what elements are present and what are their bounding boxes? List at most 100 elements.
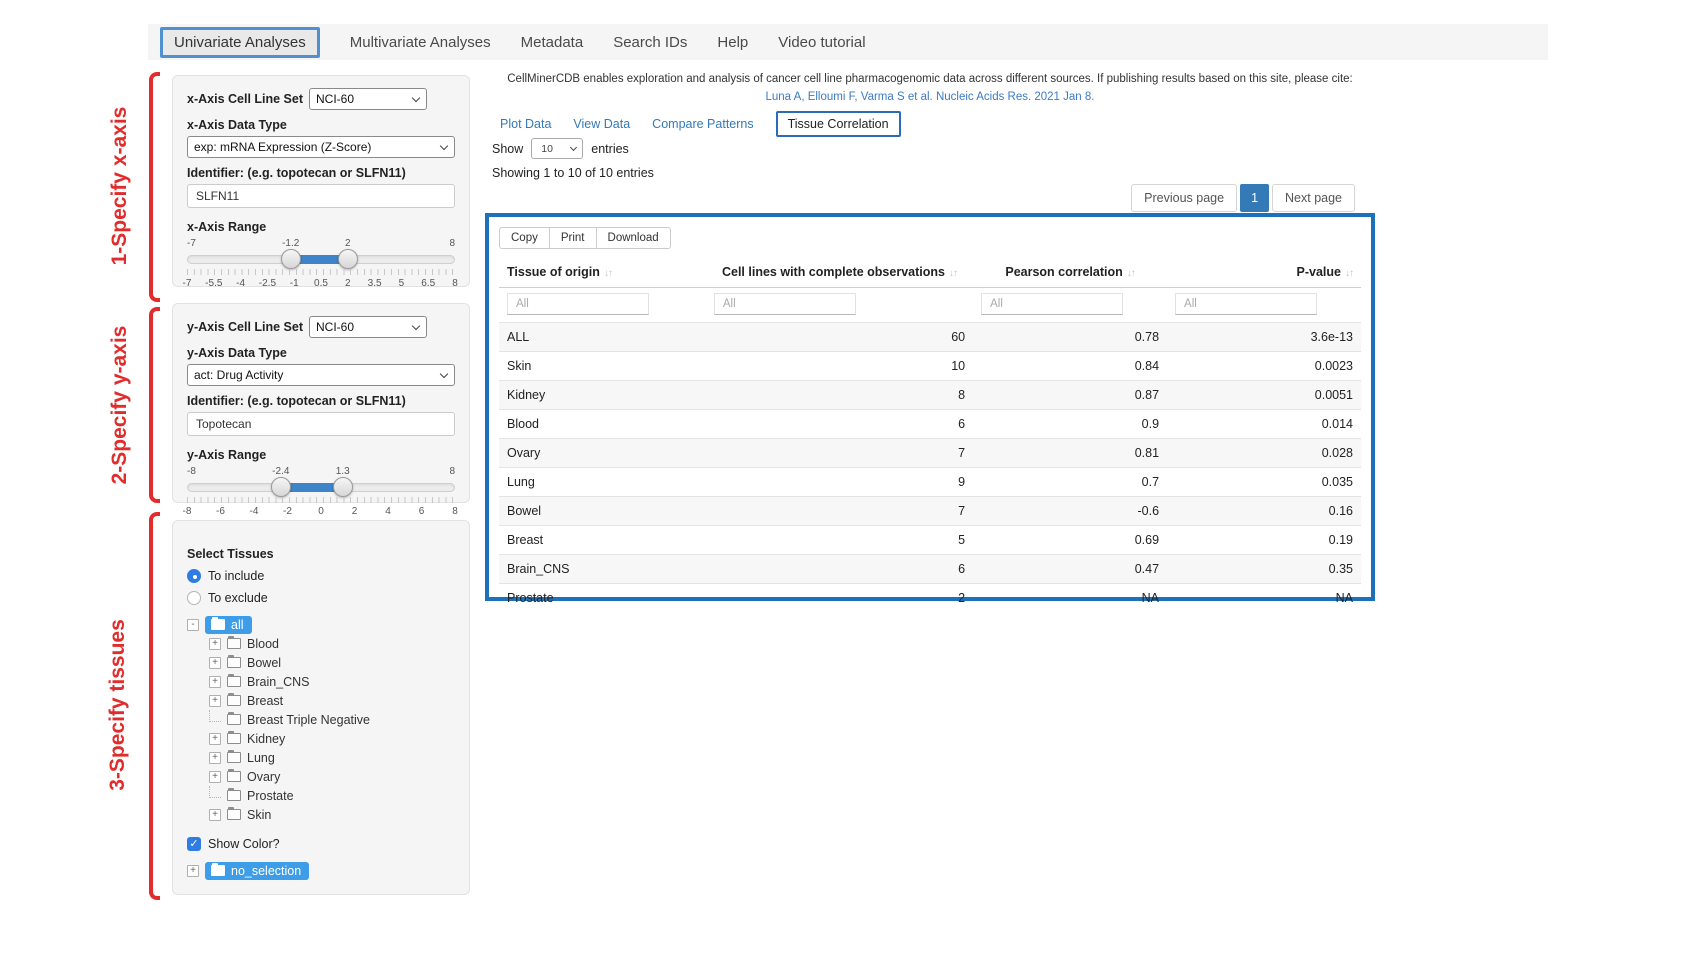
y-cell-line-set-value: NCI-60 (316, 320, 355, 334)
pvalue-cell: 0.0023 (1167, 351, 1361, 381)
copy-button[interactable]: Copy (499, 227, 550, 249)
x-identifier-input[interactable]: SLFN11 (187, 184, 455, 208)
expand-icon[interactable]: + (209, 732, 221, 745)
cell-lines-cell: 7 (705, 496, 974, 526)
y-identifier-input[interactable]: Topotecan (187, 412, 455, 436)
annotation-step2: 2-Specify y-axis (108, 325, 131, 485)
tree-node-breast[interactable]: + Breast (209, 691, 455, 710)
folder-icon (211, 617, 225, 630)
tree-node-kidney[interactable]: + Kidney (209, 729, 455, 748)
collapse-icon[interactable]: - (187, 618, 199, 631)
x-data-type-select[interactable]: exp: mRNA Expression (Z-Score) (187, 136, 455, 158)
annotation-step3: 3-Specify tissues (106, 619, 129, 791)
chevron-down-icon (411, 93, 421, 103)
tree-node-prostate[interactable]: Prostate (209, 785, 455, 805)
tree-node-skin[interactable]: + Skin (209, 805, 455, 824)
citation-link[interactable]: Luna A, Elloumi F, Varma S et al. Nuclei… (765, 91, 1095, 103)
nav-help[interactable]: Help (717, 33, 749, 51)
filter-cell-lines-input[interactable]: All (713, 293, 856, 315)
x-data-type-label: x-Axis Data Type (187, 118, 287, 132)
nav-multivariate-analyses[interactable]: Multivariate Analyses (349, 33, 491, 51)
tab-tissue-correlation[interactable]: Tissue Correlation (775, 111, 901, 137)
annotation-bracket-2 (149, 307, 160, 503)
tree-node-label: Breast Triple Negative (247, 712, 370, 727)
expand-icon[interactable]: + (209, 675, 221, 688)
tree-node-all[interactable]: - all (187, 615, 455, 634)
y-slider-handle-from[interactable] (270, 477, 291, 497)
expand-icon[interactable]: + (209, 751, 221, 764)
cell-lines-cell: 10 (705, 351, 974, 381)
tab-plot-data[interactable]: Plot Data (500, 117, 552, 131)
tree-node-no-selection-chip: no_selection (205, 861, 310, 880)
previous-page-button[interactable]: Previous page (1131, 184, 1238, 212)
show-color-checkbox-row[interactable]: ✓ Show Color? (187, 837, 455, 851)
page-size-select[interactable]: 10 (531, 138, 584, 159)
tissues-panel: Select Tissues To include To exclude - a… (172, 520, 470, 895)
filter-pvalue-input[interactable]: All (1175, 293, 1318, 315)
tree-node-no-selection[interactable]: + no_selection (187, 861, 455, 880)
x-slider-handle-from[interactable] (280, 249, 301, 269)
page-size-value: 10 (541, 142, 553, 155)
nav-univariate-analyses[interactable]: Univariate Analyses (160, 26, 320, 58)
y-range-slider[interactable]: -8 -2.4 1.3 8 -8 -6 -4 -2 0 2 4 6 8 (183, 466, 458, 522)
y-tick: -8 (182, 506, 192, 517)
tree-node-label: Skin (247, 807, 272, 822)
expand-icon[interactable]: + (209, 770, 221, 783)
print-button[interactable]: Print (548, 227, 597, 249)
sort-icon: ↓↑ (1126, 268, 1136, 279)
tab-compare-patterns[interactable]: Compare Patterns (652, 117, 754, 131)
y-slider-min-label: -8 (187, 466, 196, 477)
filter-pearson-input[interactable]: All (981, 293, 1124, 315)
column-header-cell-lines[interactable]: Cell lines with complete observations ↓↑ (705, 259, 974, 288)
tissue-cell: Prostate (499, 583, 706, 612)
x-tick: -5.5 (205, 278, 223, 289)
column-header-pearson[interactable]: Pearson correlation ↓↑ (973, 259, 1168, 288)
x-slider-to-label: 2 (345, 238, 351, 249)
tree-node-ovary[interactable]: + Ovary (209, 767, 455, 786)
table-row: Blood 6 0.9 0.014 (499, 409, 1361, 439)
x-cell-line-set-select[interactable]: NCI-60 (309, 88, 428, 110)
tree-node-label: Kidney (247, 731, 286, 746)
tree-node-breast-triple-negative[interactable]: Breast Triple Negative (209, 709, 455, 729)
expand-icon[interactable]: + (209, 656, 221, 669)
nav-search-ids[interactable]: Search IDs (613, 33, 688, 51)
tree-node-blood[interactable]: + Blood (209, 634, 455, 653)
column-header-pvalue[interactable]: P-value ↓↑ (1167, 259, 1361, 288)
download-button[interactable]: Download (595, 227, 671, 249)
tissue-cell: Brain_CNS (499, 554, 706, 584)
table-header-row: Tissue of origin ↓↑ Cell lines with compl… (499, 259, 1361, 288)
table-filter-row: All All All All (499, 288, 1361, 323)
x-slider-handle-to[interactable] (337, 249, 358, 269)
annotation-bracket-3 (149, 512, 160, 900)
filter-tissue-input[interactable]: All (507, 293, 649, 315)
tree-node-lung[interactable]: + Lung (209, 748, 455, 767)
column-header-label: Tissue of origin (507, 265, 600, 279)
y-data-type-select[interactable]: act: Drug Activity (187, 364, 455, 386)
next-page-button[interactable]: Next page (1272, 184, 1355, 212)
expand-icon[interactable]: + (209, 637, 221, 650)
page-number-current[interactable]: 1 (1240, 184, 1270, 212)
y-cell-line-set-label: y-Axis Cell Line Set (187, 320, 304, 334)
radio-to-exclude[interactable]: To exclude (187, 591, 455, 605)
pearson-cell: 0.9 (973, 409, 1168, 439)
nav-metadata[interactable]: Metadata (520, 33, 584, 51)
table-export-buttons: Copy Print Download (499, 227, 1361, 249)
nav-video-tutorial[interactable]: Video tutorial (778, 33, 866, 51)
y-slider-to-label: 1.3 (335, 466, 350, 477)
expand-icon[interactable]: + (209, 808, 221, 821)
radio-to-include[interactable]: To include (187, 569, 455, 583)
x-range-slider[interactable]: -7 -1.2 2 8 -7 -5.5 -4 -2.5 -1 0.5 2 3.5… (183, 238, 458, 294)
tab-view-data[interactable]: View Data (573, 117, 631, 131)
expand-icon[interactable]: + (187, 864, 199, 877)
show-color-label: Show Color? (208, 837, 280, 851)
column-header-tissue[interactable]: Tissue of origin ↓↑ (499, 259, 706, 288)
pearson-cell: NA (973, 583, 1168, 612)
tree-node-brain-cns[interactable]: + Brain_CNS (209, 672, 455, 691)
chevron-down-icon (411, 321, 421, 331)
pearson-cell: 0.81 (973, 438, 1168, 468)
tree-node-bowel[interactable]: + Bowel (209, 653, 455, 672)
y-slider-handle-to[interactable] (332, 477, 353, 497)
expand-icon[interactable]: + (209, 694, 221, 707)
x-slider-from-label: -1.2 (282, 238, 300, 249)
y-cell-line-set-select[interactable]: NCI-60 (309, 316, 428, 338)
